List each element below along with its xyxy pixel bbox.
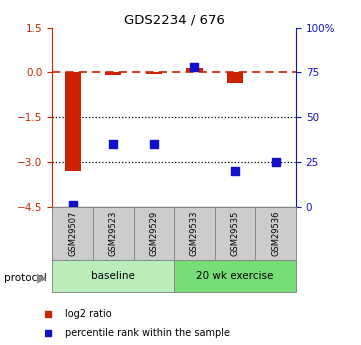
Bar bbox=[65, 72, 81, 171]
Point bbox=[110, 141, 116, 147]
Point bbox=[70, 203, 75, 208]
Text: GSM29535: GSM29535 bbox=[231, 211, 240, 256]
Point bbox=[273, 159, 279, 165]
Bar bbox=[186, 68, 203, 72]
Text: percentile rank within the sample: percentile rank within the sample bbox=[65, 328, 230, 338]
Bar bbox=[174, 207, 215, 260]
Bar bbox=[256, 207, 296, 260]
Text: GSM29533: GSM29533 bbox=[190, 211, 199, 256]
Bar bbox=[174, 260, 296, 292]
Bar bbox=[134, 207, 174, 260]
Bar bbox=[105, 72, 121, 75]
Bar bbox=[52, 207, 93, 260]
Point bbox=[208, 33, 213, 38]
Point bbox=[192, 64, 197, 70]
Text: GSM29536: GSM29536 bbox=[271, 211, 280, 256]
Bar bbox=[227, 72, 243, 83]
Point bbox=[151, 141, 157, 147]
Point bbox=[232, 168, 238, 174]
Bar bbox=[215, 207, 255, 260]
Bar bbox=[146, 72, 162, 74]
Text: GSM29529: GSM29529 bbox=[149, 211, 158, 256]
Title: GDS2234 / 676: GDS2234 / 676 bbox=[124, 13, 225, 27]
Text: log2 ratio: log2 ratio bbox=[65, 309, 111, 318]
Text: ▶: ▶ bbox=[37, 271, 46, 284]
Text: protocol: protocol bbox=[4, 273, 46, 283]
Text: GSM29507: GSM29507 bbox=[68, 211, 77, 256]
Bar bbox=[52, 260, 174, 292]
Bar bbox=[93, 207, 134, 260]
Text: 20 wk exercise: 20 wk exercise bbox=[196, 271, 274, 281]
Text: GSM29523: GSM29523 bbox=[109, 211, 118, 256]
Point bbox=[208, 208, 213, 214]
Text: baseline: baseline bbox=[91, 271, 135, 281]
